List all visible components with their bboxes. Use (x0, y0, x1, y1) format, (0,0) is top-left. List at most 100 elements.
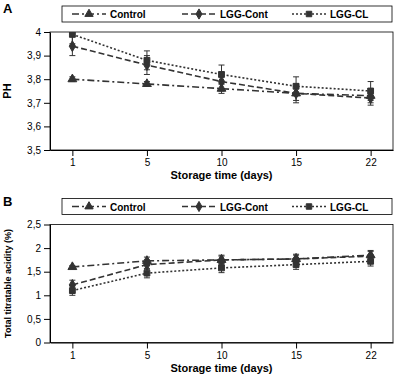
plot-area (68, 250, 375, 295)
y-tick-mark (44, 126, 50, 127)
x-tick-label: 15 (291, 157, 303, 168)
series (69, 257, 373, 296)
y-axis: 0 0,5 1 1,5 2 2,5 (27, 219, 50, 348)
x-tick: 10 (216, 343, 228, 361)
marker (144, 57, 150, 63)
y-axis-title: PH (1, 83, 13, 98)
y-tick: 2,5 (27, 219, 50, 230)
marker (219, 265, 225, 271)
error-bar (368, 257, 374, 266)
y-tick: 1 (35, 290, 50, 301)
error-bar (293, 77, 299, 96)
y-tick-mark (44, 248, 50, 249)
x-tick-label: 22 (366, 157, 378, 168)
error-bar (293, 260, 299, 269)
y-tick: 3,9 (27, 50, 50, 61)
y-tick: 3,6 (27, 121, 50, 132)
x-tick-mark (371, 150, 372, 156)
marker (293, 83, 299, 89)
y-tick-label: 3,8 (27, 74, 41, 85)
legend-marker (196, 9, 202, 19)
legend-label: LGG-Cont (220, 202, 268, 213)
y-tick: 4 (35, 27, 50, 38)
y-tick-label: 1,5 (27, 266, 41, 277)
y-tick-mark (44, 56, 50, 57)
y-axis-line (50, 33, 51, 151)
x-tick-mark (147, 150, 148, 156)
y-axis-title: Total titratable acidity (%) (3, 229, 13, 338)
x-tick-label: 5 (145, 157, 151, 168)
marker (368, 88, 374, 94)
y-axis-line (50, 225, 51, 343)
x-tick-mark (222, 343, 223, 349)
y-axis: 3,53,63,73,83,94 (27, 27, 50, 156)
marker (368, 258, 374, 264)
x-tick: 22 (366, 150, 378, 168)
y-tick-mark (44, 319, 50, 320)
series-line (72, 261, 370, 290)
series (69, 32, 373, 100)
y-tick: 3,8 (27, 74, 50, 85)
x-tick: 5 (145, 150, 151, 168)
y-tick-label: 0,5 (27, 314, 41, 325)
x-tick-mark (371, 343, 372, 349)
y-tick-mark (44, 225, 50, 226)
x-tick: 15 (291, 343, 303, 361)
y-tick-mark (44, 79, 50, 80)
figure: A3,53,63,73,83,9415101522Storage time (d… (0, 0, 400, 385)
legend-box (62, 6, 392, 22)
y-tick-label: 1 (35, 290, 41, 301)
y-tick-label: 3,5 (27, 145, 41, 156)
x-tick-label: 1 (70, 157, 76, 168)
error-bar (219, 65, 225, 84)
x-tick-mark (147, 343, 148, 349)
series (69, 37, 374, 105)
y-tick-mark (44, 32, 50, 33)
x-tick-mark (296, 343, 297, 349)
plot-frame (50, 225, 393, 343)
y-tick: 1,5 (27, 266, 50, 277)
x-tick: 1 (70, 150, 76, 168)
legend-marker (85, 9, 93, 16)
series-line (72, 34, 370, 91)
title: B (3, 194, 12, 209)
y-tick-label: 0 (35, 337, 41, 348)
x-tick-mark (222, 150, 223, 156)
x-tick-label: 15 (291, 350, 303, 361)
marker (69, 288, 75, 294)
legend-marker (306, 204, 311, 209)
plot-frame (50, 32, 393, 150)
legend-marker (85, 202, 93, 209)
y-tick-mark (44, 343, 50, 344)
y-tick-mark (44, 295, 50, 296)
x-tick: 1 (70, 343, 76, 361)
marker (144, 270, 150, 276)
legend-box (62, 199, 392, 215)
y-tick-label: 2,5 (27, 219, 41, 230)
error-bar (219, 263, 225, 272)
x-tick: 15 (291, 150, 303, 168)
series (69, 251, 374, 291)
y-tick-mark (44, 272, 50, 273)
x-tick-mark (72, 343, 73, 349)
marker (143, 79, 152, 87)
y-tick-mark (44, 150, 50, 151)
x-tick-label: 1 (70, 350, 76, 361)
error-bar (368, 82, 374, 101)
y-tick-label: 4 (35, 27, 41, 38)
x-tick-label: 10 (216, 157, 228, 168)
y-tick-label: 3,9 (27, 50, 41, 61)
x-tick-label: 22 (366, 350, 378, 361)
marker (68, 74, 77, 82)
x-axis-title: Storage time (days) (170, 169, 272, 181)
marker (69, 32, 75, 37)
legend: ControlLGG-ContLGG-CL (62, 6, 392, 22)
y-tick: 2 (35, 243, 50, 254)
legend: ControlLGG-ContLGG-CL (62, 199, 392, 215)
legend-marker (306, 11, 311, 16)
x-axis: 15101522 (51, 150, 394, 168)
legend-label: LGG-CL (330, 202, 368, 213)
legend-label: Control (110, 9, 146, 20)
error-bar (144, 51, 150, 70)
x-tick-mark (296, 150, 297, 156)
